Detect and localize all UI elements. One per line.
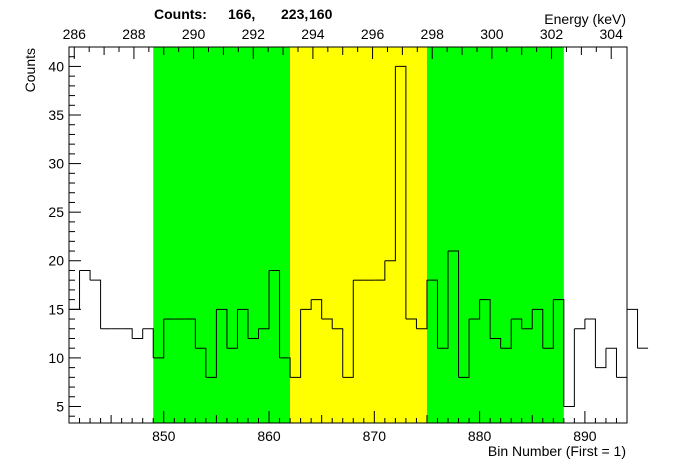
histogram-bin [542, 299, 554, 349]
x-axis-title: Bin Number (First = 1) [488, 443, 626, 459]
histogram-bin [490, 337, 502, 349]
histogram-bin [479, 299, 491, 339]
region-left [153, 47, 291, 423]
x-tick-label: 890 [573, 428, 597, 444]
region-right [426, 47, 564, 423]
energy-tick-label: 292 [242, 26, 266, 42]
energy-tick-label: 294 [301, 26, 325, 42]
histogram-bin [205, 309, 217, 378]
counts-value-left: 166, [228, 6, 255, 22]
x-tick-label: 870 [363, 428, 387, 444]
histogram-bin [627, 308, 639, 349]
histogram-bin [384, 66, 396, 262]
top-axis-title: Energy (keV) [544, 11, 626, 27]
y-tick-label: 20 [48, 253, 64, 269]
histogram-bin [195, 347, 207, 378]
histogram-bin [79, 269, 91, 281]
y-tick-label: 10 [48, 350, 64, 366]
histogram-bin [342, 280, 354, 378]
energy-tick-label: 288 [122, 26, 146, 42]
histogram-bin [511, 318, 523, 329]
histogram-bin [395, 65, 407, 320]
histogram-bin [321, 318, 333, 329]
x-tick-label: 880 [468, 428, 492, 444]
counts-value-right: 160 [309, 6, 333, 22]
histogram-bin [121, 328, 133, 339]
x-tick-label: 860 [257, 428, 281, 444]
y-tick-label: 25 [48, 204, 64, 220]
histogram-bin [563, 328, 575, 407]
energy-tick-label: 302 [540, 26, 564, 42]
histogram-bin [437, 251, 449, 349]
x-tick-label: 850 [152, 428, 176, 444]
counts-label: Counts: [154, 6, 207, 22]
histogram-bin [469, 299, 481, 320]
histogram-bin [226, 309, 238, 349]
histogram-bin [237, 308, 249, 339]
energy-tick-label: 296 [361, 26, 385, 42]
histogram-bin [605, 347, 617, 378]
energy-tick-label: 304 [600, 26, 624, 42]
histogram-bin [595, 348, 607, 369]
energy-tick-label: 298 [421, 26, 445, 42]
histogram-bin [532, 308, 544, 349]
counts-value-peak: 223, [281, 6, 308, 22]
histogram-bin [500, 319, 512, 349]
histogram-bin [311, 299, 323, 320]
histogram-bin [290, 309, 302, 378]
histogram-bin [416, 280, 428, 330]
histogram-bin [269, 269, 281, 358]
histogram-bin [448, 250, 460, 378]
y-axis-title: Counts [22, 48, 38, 92]
histogram-bin [426, 279, 438, 349]
energy-tick-label: 290 [182, 26, 206, 42]
histogram-bin [300, 299, 312, 310]
histogram-bin [405, 318, 417, 329]
energy-tick-label: 300 [480, 26, 504, 42]
histogram-bin [132, 328, 144, 339]
y-tick-label: 35 [48, 107, 64, 123]
histogram-bin [332, 328, 344, 378]
histogram-bin [374, 260, 386, 281]
histogram-bin [153, 319, 165, 359]
region-peak [290, 47, 427, 423]
histogram-bin [553, 299, 565, 407]
y-tick-label: 15 [48, 301, 64, 317]
histogram-bin [216, 308, 228, 349]
histogram-bin [258, 270, 270, 330]
y-tick-label: 5 [56, 398, 64, 414]
histogram-bin [574, 319, 586, 330]
energy-tick-label: 286 [63, 26, 87, 42]
y-tick-label: 30 [48, 156, 64, 172]
histogram-bin [584, 318, 596, 368]
histogram-bin [142, 328, 154, 358]
histogram-bin [458, 319, 470, 378]
histogram-bin [279, 357, 291, 378]
histogram-bin [184, 318, 196, 349]
histogram-bin [247, 328, 260, 339]
histogram-bin [521, 309, 533, 330]
y-tick-label: 40 [48, 58, 64, 74]
histogram-bin [616, 309, 628, 378]
histogram-bin [90, 279, 102, 329]
